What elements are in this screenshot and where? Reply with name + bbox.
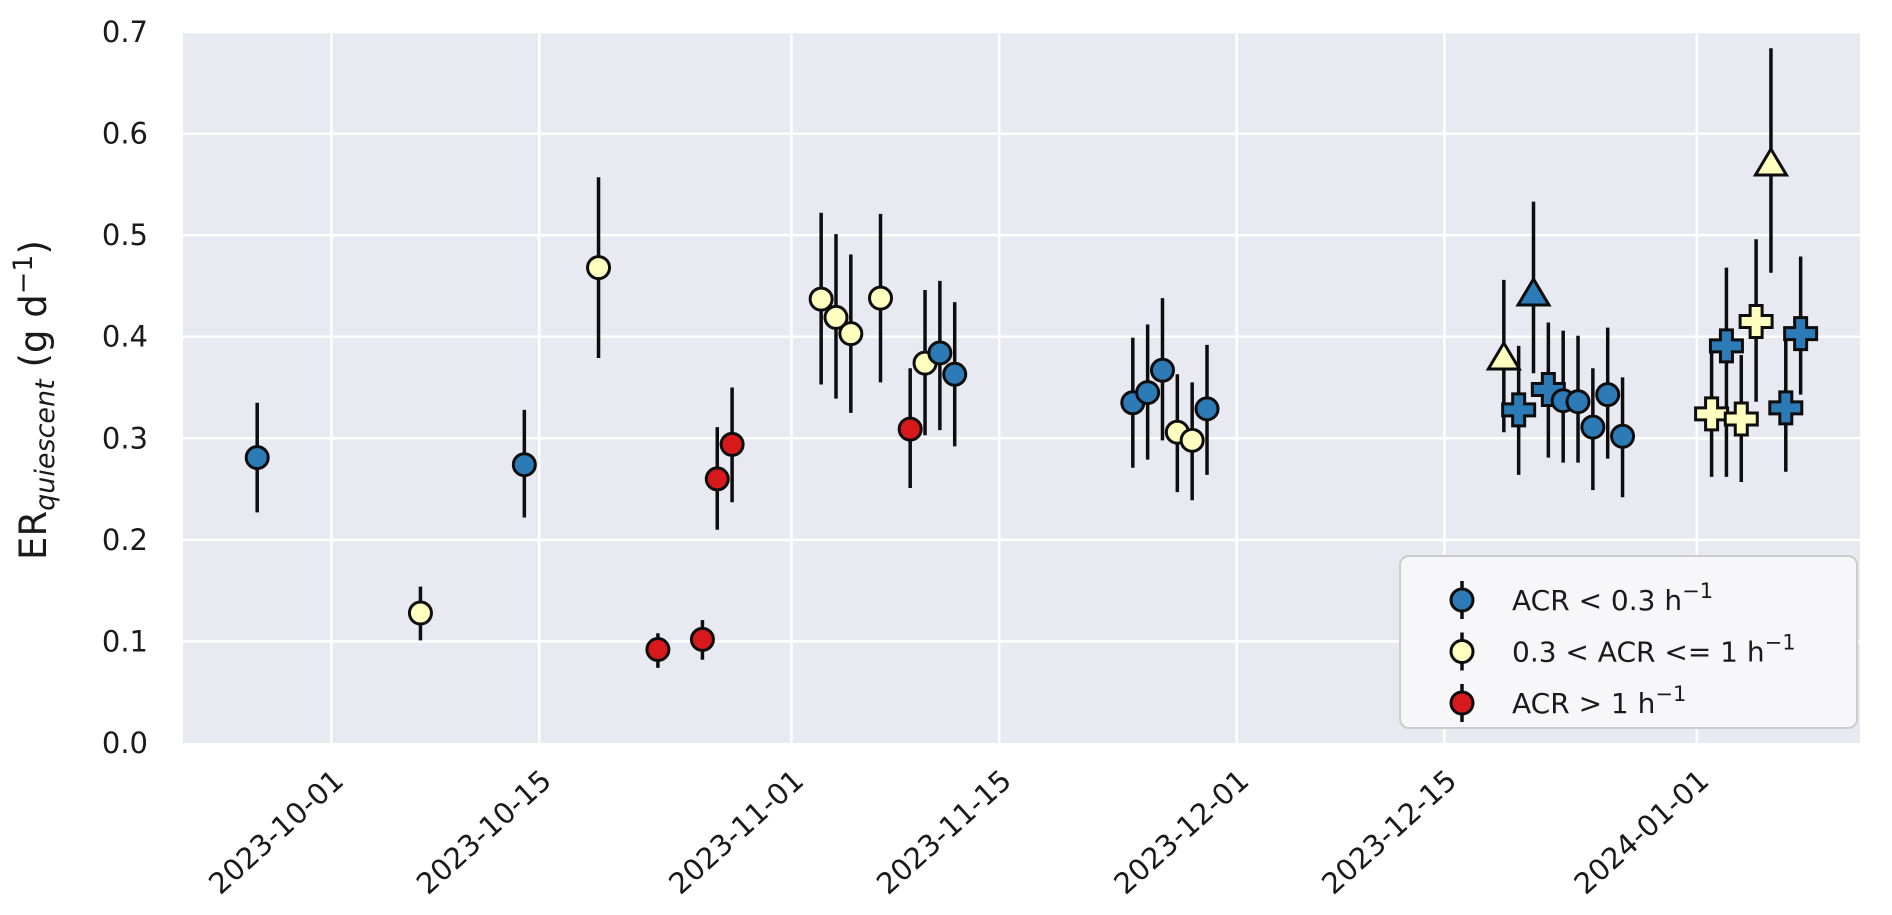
- data-point-triangle: [1752, 146, 1790, 177]
- x-tick-labels: 2023-10-01 2023-10-15 2023-11-01 2023-11-15…: [202, 763, 1715, 901]
- x-tick-label: 2023-11-01: [662, 763, 810, 901]
- legend-box: [1399, 555, 1858, 729]
- data-point-plus: [1694, 396, 1730, 432]
- data-point-circle: [1135, 380, 1161, 406]
- legend-item: 0.3 < ACR <= 1 h−1: [1449, 631, 1796, 671]
- data-point-circle: [407, 600, 433, 626]
- y-tick-label: 0.0: [102, 726, 148, 760]
- y-tick-label: 0.1: [102, 624, 148, 658]
- data-point-plus: [1723, 401, 1759, 437]
- data-point-circle: [897, 416, 923, 442]
- data-point-circle: [511, 452, 537, 478]
- data-point-circle: [1179, 427, 1205, 453]
- data-point-plus: [1783, 316, 1819, 352]
- x-tick-label: 2023-11-15: [870, 763, 1018, 901]
- legend-marker-icon: [1449, 587, 1475, 613]
- data-point-plus: [1501, 392, 1537, 428]
- data-point-plus: [1768, 390, 1804, 426]
- data-point-circle: [586, 255, 612, 281]
- data-point-plus: [1738, 303, 1774, 339]
- y-tick-label: 0.6: [102, 117, 148, 151]
- y-tick-label: 0.4: [102, 320, 148, 354]
- y-tick-labels: 0.0 0.1 0.2 0.3 0.4 0.5 0.6 0.7: [102, 15, 148, 760]
- legend-item-label: ACR > 1 h−1: [1512, 682, 1686, 720]
- data-point-circle: [868, 285, 894, 311]
- y-tick-label: 0.5: [102, 218, 148, 252]
- data-point-circle: [808, 286, 834, 312]
- y-tick-label: 0.3: [102, 421, 148, 455]
- data-point-circle: [719, 431, 745, 457]
- data-point-circle: [1149, 357, 1175, 383]
- data-point-circle: [1580, 414, 1606, 440]
- data-point-triangle: [1485, 340, 1522, 371]
- legend-marker-icon: [1449, 690, 1475, 716]
- data-point-plus: [1708, 328, 1744, 364]
- x-tick-label: 2023-12-01: [1107, 763, 1255, 901]
- x-tick-label: 2023-10-15: [410, 763, 558, 901]
- legend-item-label: 0.3 < ACR <= 1 h−1: [1512, 631, 1796, 669]
- legend-item: ACR > 1 h−1: [1449, 682, 1686, 722]
- x-tick-label: 2023-10-01: [202, 763, 350, 901]
- data-points: [244, 146, 1819, 663]
- x-tick-label: 2023-12-15: [1315, 763, 1463, 901]
- data-point-triangle: [1515, 276, 1552, 307]
- data-point-circle: [1610, 423, 1636, 449]
- y-axis-label: ERquiescent (g d−1): [8, 240, 61, 560]
- x-tick-label: 2024-01-01: [1567, 763, 1715, 901]
- data-point-circle: [244, 445, 270, 471]
- data-point-circle: [645, 637, 671, 663]
- data-point-circle: [1194, 396, 1220, 422]
- gridlines: [183, 30, 1860, 743]
- data-point-circle: [704, 466, 730, 492]
- data-point-circle: [927, 340, 953, 366]
- legend-item: ACR < 0.3 h−1: [1449, 579, 1713, 619]
- legend-marker-icon: [1449, 639, 1475, 664]
- legend: ACR < 0.3 h−1 0.3 < ACR <= 1 h−1 ACR > 1 h…: [1399, 555, 1858, 729]
- y-tick-label: 0.7: [102, 15, 148, 49]
- data-point-circle: [1595, 382, 1621, 408]
- data-point-circle: [838, 321, 864, 347]
- legend-item-label: ACR < 0.3 h−1: [1512, 579, 1713, 617]
- data-point-circle: [689, 626, 715, 652]
- data-point-circle: [1565, 389, 1591, 415]
- y-tick-label: 0.2: [102, 523, 148, 557]
- data-point-circle: [823, 304, 849, 330]
- data-point-circle: [942, 361, 968, 387]
